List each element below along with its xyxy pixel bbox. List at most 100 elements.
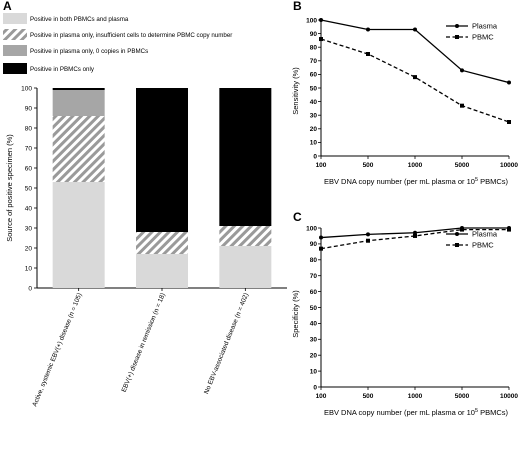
sensitivity-x-tick-label: 10000 (500, 162, 518, 169)
specificity-point-pbmc (413, 233, 417, 238)
specificity-x-axis-label: EBV DNA copy number (per mL plasma or 10… (324, 408, 509, 417)
sensitivity-y-tick-label: 70 (310, 58, 318, 65)
sensitivity-point-pbmc (319, 37, 323, 42)
sensitivity-y-tick-label: 90 (310, 31, 318, 38)
sensitivity-y-tick-label: 60 (310, 72, 318, 79)
specificity-legend-label-plasma: Plasma (472, 230, 498, 239)
specificity-y-tick-label: 90 (310, 241, 318, 248)
legend-label-insufficient: Positive in plasma only, insufficient ce… (30, 32, 232, 39)
bar-legend: Positive in both PBMCs and plasma Positi… (3, 13, 232, 74)
legend-swatch-insufficient (3, 29, 27, 40)
panel-c: C 0 10 20 30 40 50 60 70 80 90 100 100 500 1000 5000 10… (291, 210, 518, 417)
sensitivity-point-plasma (366, 27, 370, 32)
specificity-y-tick-label: 70 (310, 273, 318, 280)
specificity-y-axis-label: Specificity (%) (291, 290, 300, 338)
legend-swatch-zero-copies (3, 45, 27, 56)
bar-y-tick-label: 60 (25, 165, 33, 172)
sensitivity-y-tick-label: 10 (310, 140, 318, 147)
legend-label-zero-copies: Positive in plasma only, 0 copies in PBM… (30, 48, 148, 55)
panel-a-letter: A (3, 0, 12, 13)
specificity-y-tick-label: 60 (310, 289, 318, 296)
bar-y-tick-label: 20 (25, 245, 33, 252)
bar-category-label: Active, systemic EBV(+) disease (n = 105… (31, 292, 83, 408)
sensitivity-x-tick-label: 100 (316, 162, 327, 169)
bar-segment-positive-in-both-pbmcs-and-plasma (219, 246, 272, 288)
bar-y-tick-label: 90 (25, 105, 33, 112)
specificity-point-pbmc (460, 227, 464, 232)
bar-segment-positive-in-plasma-only-insufficient-cel (52, 116, 105, 182)
specificity-legend-marker-pbmc (455, 243, 459, 247)
sensitivity-legend-marker-plasma (455, 24, 459, 28)
specificity-y-tick-label: 10 (310, 368, 318, 375)
sensitivity-y-tick-label: 30 (310, 113, 318, 120)
sensitivity-point-pbmc (507, 120, 511, 124)
sensitivity-x-tick-label: 1000 (408, 162, 423, 169)
legend-swatch-pbmc-only (3, 63, 27, 74)
specificity-y-tick-label: 50 (310, 305, 318, 312)
bar-chart: 0 10 20 30 40 50 60 70 80 90 100 Active, systemic E… (21, 85, 287, 408)
panel-b-letter: B (293, 0, 302, 13)
sensitivity-point-pbmc (366, 52, 370, 56)
specificity-legend-marker-plasma (455, 232, 459, 236)
legend-label-both: Positive in both PBMCs and plasma (30, 16, 129, 23)
legend-swatch-both (3, 13, 27, 24)
panel-c-letter: C (293, 210, 302, 224)
sensitivity-point-pbmc (413, 75, 417, 80)
sensitivity-y-axis-label: Sensitivity (%) (291, 67, 300, 115)
bar-y-tick-label: 50 (25, 185, 33, 192)
bar-segment-positive-in-both-pbmcs-and-plasma (136, 254, 188, 288)
legend-item-pbmc-only: Positive in PBMCs only (3, 63, 95, 74)
specificity-point-plasma (413, 230, 417, 235)
bar-y-tick-label: 80 (25, 125, 33, 132)
legend-item-both: Positive in both PBMCs and plasma (3, 13, 129, 24)
sensitivity-legend-label-pbmc: PBMC (472, 33, 494, 42)
specificity-x-tick-label: 10000 (500, 393, 518, 400)
sensitivity-point-plasma (413, 27, 417, 32)
sensitivity-point-pbmc (460, 103, 464, 108)
specificity-y-tick-label: 30 (310, 337, 318, 344)
sensitivity-chart: 0 10 20 30 40 50 60 70 80 90 100 100 500 1000 5000 1000… (306, 17, 518, 169)
specificity-point-pbmc (507, 227, 511, 232)
specificity-x-tick-label: 1000 (408, 393, 423, 400)
sensitivity-legend-marker-pbmc (455, 35, 459, 39)
specificity-y-tick-label: 20 (310, 353, 318, 360)
sensitivity-y-tick-label: 40 (310, 99, 318, 106)
bar-segment-positive-in-pbmcs-only (136, 88, 188, 232)
panel-b: B 0 10 20 30 40 50 60 70 80 90 100 100 500 1000 5000 10… (291, 0, 518, 186)
sensitivity-series-line-pbmc (320, 38, 510, 123)
bar-segment-positive-in-plasma-only-insufficient-cel (219, 226, 272, 246)
sensitivity-x-tick-label: 5000 (455, 162, 470, 169)
bar-segment-positive-in-pbmcs-only (52, 88, 105, 90)
sensitivity-y-tick-label: 0 (313, 153, 317, 160)
specificity-point-plasma (366, 232, 370, 237)
sensitivity-x-axis-label: EBV DNA copy number (per mL plasma or 10… (324, 177, 509, 186)
sensitivity-point-plasma (507, 80, 511, 85)
specificity-point-plasma (319, 235, 323, 240)
specificity-point-pbmc (319, 246, 323, 251)
sensitivity-y-tick-label: 20 (310, 126, 318, 133)
panel-a: A Positive in both PBMCs and plasma Posi… (3, 0, 287, 408)
specificity-y-tick-label: 80 (310, 257, 318, 264)
bar-y-tick-label: 100 (21, 85, 32, 92)
specificity-y-tick-label: 100 (306, 225, 317, 232)
bar-segment-positive-in-pbmcs-only (219, 88, 272, 226)
bar-y-tick-label: 0 (28, 285, 32, 292)
bar-category-label: No EBV-associated disease (n = 402) (203, 292, 250, 395)
legend-label-pbmc-only: Positive in PBMCs only (30, 66, 95, 73)
bar-y-tick-label: 10 (25, 265, 33, 272)
specificity-x-tick-label: 5000 (455, 393, 470, 400)
bar-segment-positive-in-plasma-only-insufficient-cel (136, 232, 188, 254)
sensitivity-y-tick-label: 50 (310, 85, 318, 92)
specificity-x-tick-label: 500 (363, 393, 374, 400)
sensitivity-point-plasma (319, 18, 323, 22)
bar-y-tick-label: 70 (25, 145, 33, 152)
specificity-x-tick-label: 100 (316, 393, 327, 400)
sensitivity-y-tick-label: 80 (310, 45, 318, 52)
legend-item-insufficient: Positive in plasma only, insufficient ce… (3, 29, 232, 40)
sensitivity-y-tick-label: 100 (306, 17, 317, 24)
bar-segment-positive-in-plasma-only-0-copies-in-pbmc (52, 90, 105, 116)
sensitivity-x-tick-label: 500 (363, 162, 374, 169)
legend-item-zero-copies: Positive in plasma only, 0 copies in PBM… (3, 45, 148, 56)
specificity-y-tick-label: 0 (313, 384, 317, 391)
